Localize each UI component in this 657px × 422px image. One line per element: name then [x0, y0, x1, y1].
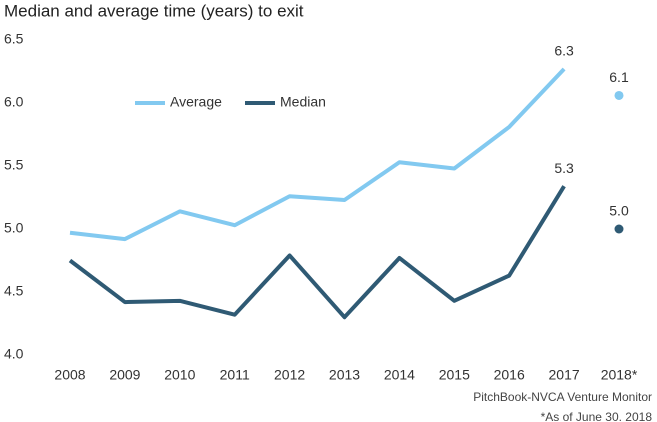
y-tick-label: 6.0 [4, 94, 24, 110]
x-tick-label: 2011 [220, 367, 250, 383]
x-tick-label: 2015 [439, 367, 470, 383]
legend-label: Median [280, 94, 326, 110]
x-tick-label: 2013 [329, 367, 360, 383]
legend-label: Average [170, 94, 222, 110]
x-tick-label: 2016 [494, 367, 525, 383]
y-tick-label: 4.0 [4, 346, 24, 362]
x-tick-label: 2010 [164, 367, 195, 383]
x-tick-label: 2009 [109, 367, 140, 383]
y-tick-label: 4.5 [4, 283, 24, 299]
point [614, 90, 624, 100]
y-tick-label: 5.0 [4, 220, 24, 236]
source: PitchBook-NVCA Venture Monitor [473, 390, 652, 404]
value-label: 5.3 [554, 160, 574, 176]
line [69, 67, 566, 242]
y-tick-label: 5.5 [4, 157, 24, 173]
x-tick-label: 2018* [601, 367, 638, 383]
x-tick-label: 2012 [274, 367, 305, 383]
value-label: 6.3 [554, 43, 574, 59]
x-tick-label: 2014 [384, 367, 415, 383]
line [68, 185, 566, 320]
value-label: 6.1 [609, 69, 629, 85]
x-tick-label: 2017 [549, 367, 580, 383]
x-tick-label: 2008 [54, 367, 85, 383]
footnote: *As of June 30. 2018 [541, 410, 653, 422]
value-label: 5.0 [609, 203, 629, 219]
chart-title: Median and average time (years) to exit [4, 1, 304, 20]
point [614, 224, 624, 234]
y-tick-label: 6.5 [4, 31, 24, 47]
